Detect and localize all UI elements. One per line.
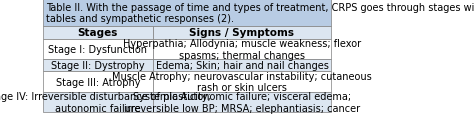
- Bar: [43, 39, 153, 60]
- Bar: [43, 92, 153, 112]
- Text: Table II. With the passage of time and types of treatment, CRPS goes through sta: Table II. With the passage of time and t…: [46, 3, 474, 24]
- Bar: [153, 39, 331, 60]
- Text: Stage III: Atrophy: Stage III: Atrophy: [55, 77, 140, 87]
- Text: Hyperpathia; Allodynia; muscle weakness; flexor
spasms; thermal changes: Hyperpathia; Allodynia; muscle weakness;…: [123, 39, 361, 60]
- Bar: [43, 0, 331, 27]
- Text: Signs / Symptoms: Signs / Symptoms: [190, 28, 294, 38]
- Bar: [153, 60, 331, 72]
- Bar: [43, 72, 153, 92]
- Bar: [153, 72, 331, 92]
- Bar: [153, 27, 331, 39]
- Bar: [43, 60, 153, 72]
- Bar: [43, 27, 153, 39]
- Text: Stage I: Dysfunction: Stage I: Dysfunction: [48, 45, 147, 54]
- Text: Edema; Skin; hair and nail changes: Edema; Skin; hair and nail changes: [155, 61, 328, 71]
- Text: Muscle Atrophy; neurovascular instability; cutaneous
rash or skin ulcers: Muscle Atrophy; neurovascular instabilit…: [112, 71, 372, 93]
- Text: Systemic Autonomic failure; visceral edema;
irreversible low BP; MRSA; elephanti: Systemic Autonomic failure; visceral ede…: [124, 91, 360, 113]
- Bar: [153, 92, 331, 112]
- Text: Stage IV: Irreversible disturbance of plasticity;
autonomic failure: Stage IV: Irreversible disturbance of pl…: [0, 91, 211, 113]
- Text: Stages: Stages: [78, 28, 118, 38]
- Text: Stage II: Dystrophy: Stage II: Dystrophy: [51, 61, 145, 71]
